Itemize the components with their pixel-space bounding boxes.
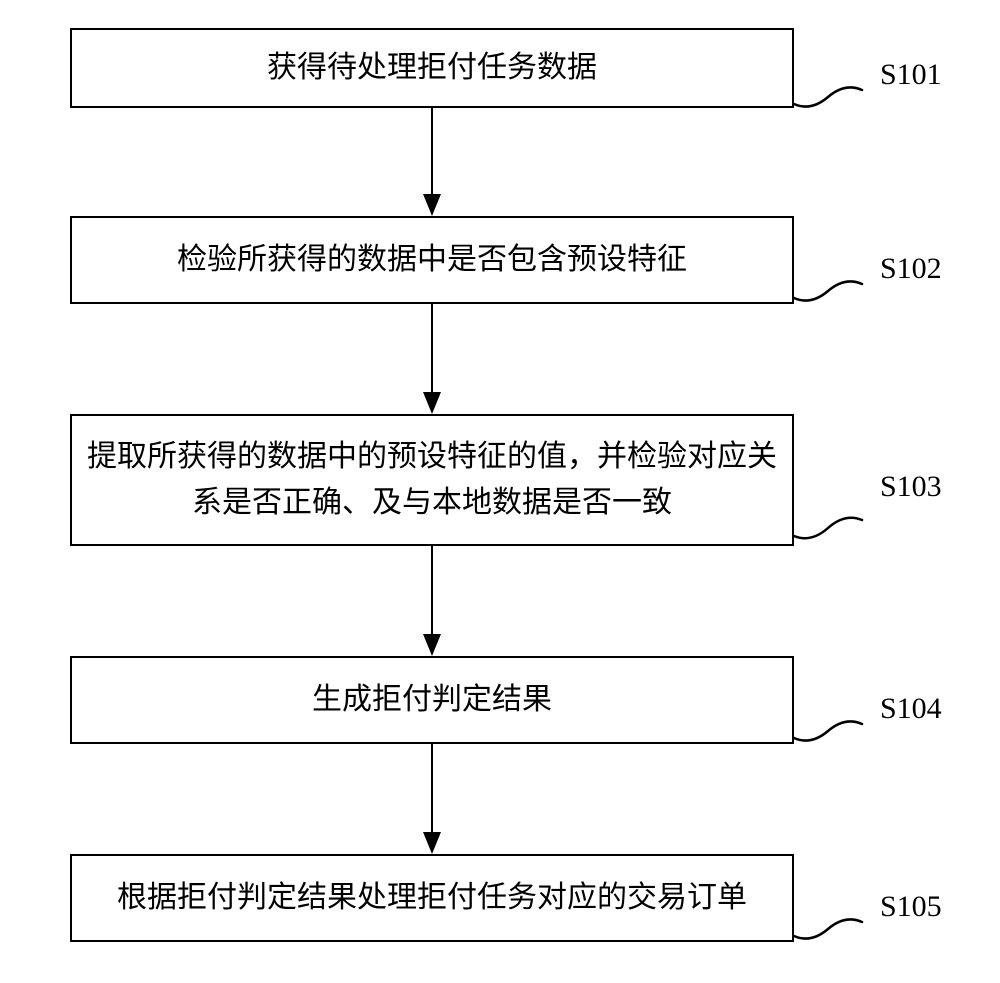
- flowchart-canvas: 获得待处理拒付任务数据 S101 检验所获得的数据中是否包含预设特征 S102 提取所获…: [0, 0, 1000, 983]
- flowchart-step-label: S101: [880, 58, 942, 92]
- flowchart-step: 检验所获得的数据中是否包含预设特征: [70, 216, 794, 304]
- tilde-connector: [794, 721, 862, 740]
- flowchart-step-label: S102: [880, 252, 942, 286]
- flow-arrow-head-icon: [423, 832, 441, 854]
- flow-arrow-head-icon: [423, 392, 441, 414]
- tilde-connector: [794, 87, 862, 106]
- tilde-connector: [794, 281, 862, 300]
- flowchart-step: 生成拒付判定结果: [70, 656, 794, 744]
- flowchart-step-label: S103: [880, 470, 942, 504]
- flowchart-step-text: 获得待处理拒付任务数据: [82, 45, 782, 92]
- flowchart-step: 根据拒付判定结果处理拒付任务对应的交易订单: [70, 854, 794, 942]
- flowchart-step-label: S105: [880, 890, 942, 924]
- flowchart-step-label: S104: [880, 692, 942, 726]
- tilde-connector: [794, 518, 862, 538]
- flow-arrow-head-icon: [423, 194, 441, 216]
- flow-arrow-head-icon: [423, 634, 441, 656]
- flowchart-step-text: 提取所获得的数据中的预设特征的值，并检验对应关系是否正确、及与本地数据是否一致: [82, 434, 782, 527]
- flowchart-step-text: 检验所获得的数据中是否包含预设特征: [82, 237, 782, 284]
- tilde-connector: [794, 919, 862, 938]
- flowchart-step-text: 根据拒付判定结果处理拒付任务对应的交易订单: [82, 875, 782, 922]
- flowchart-step: 提取所获得的数据中的预设特征的值，并检验对应关系是否正确、及与本地数据是否一致: [70, 414, 794, 546]
- flowchart-step: 获得待处理拒付任务数据: [70, 28, 794, 108]
- flowchart-step-text: 生成拒付判定结果: [82, 677, 782, 724]
